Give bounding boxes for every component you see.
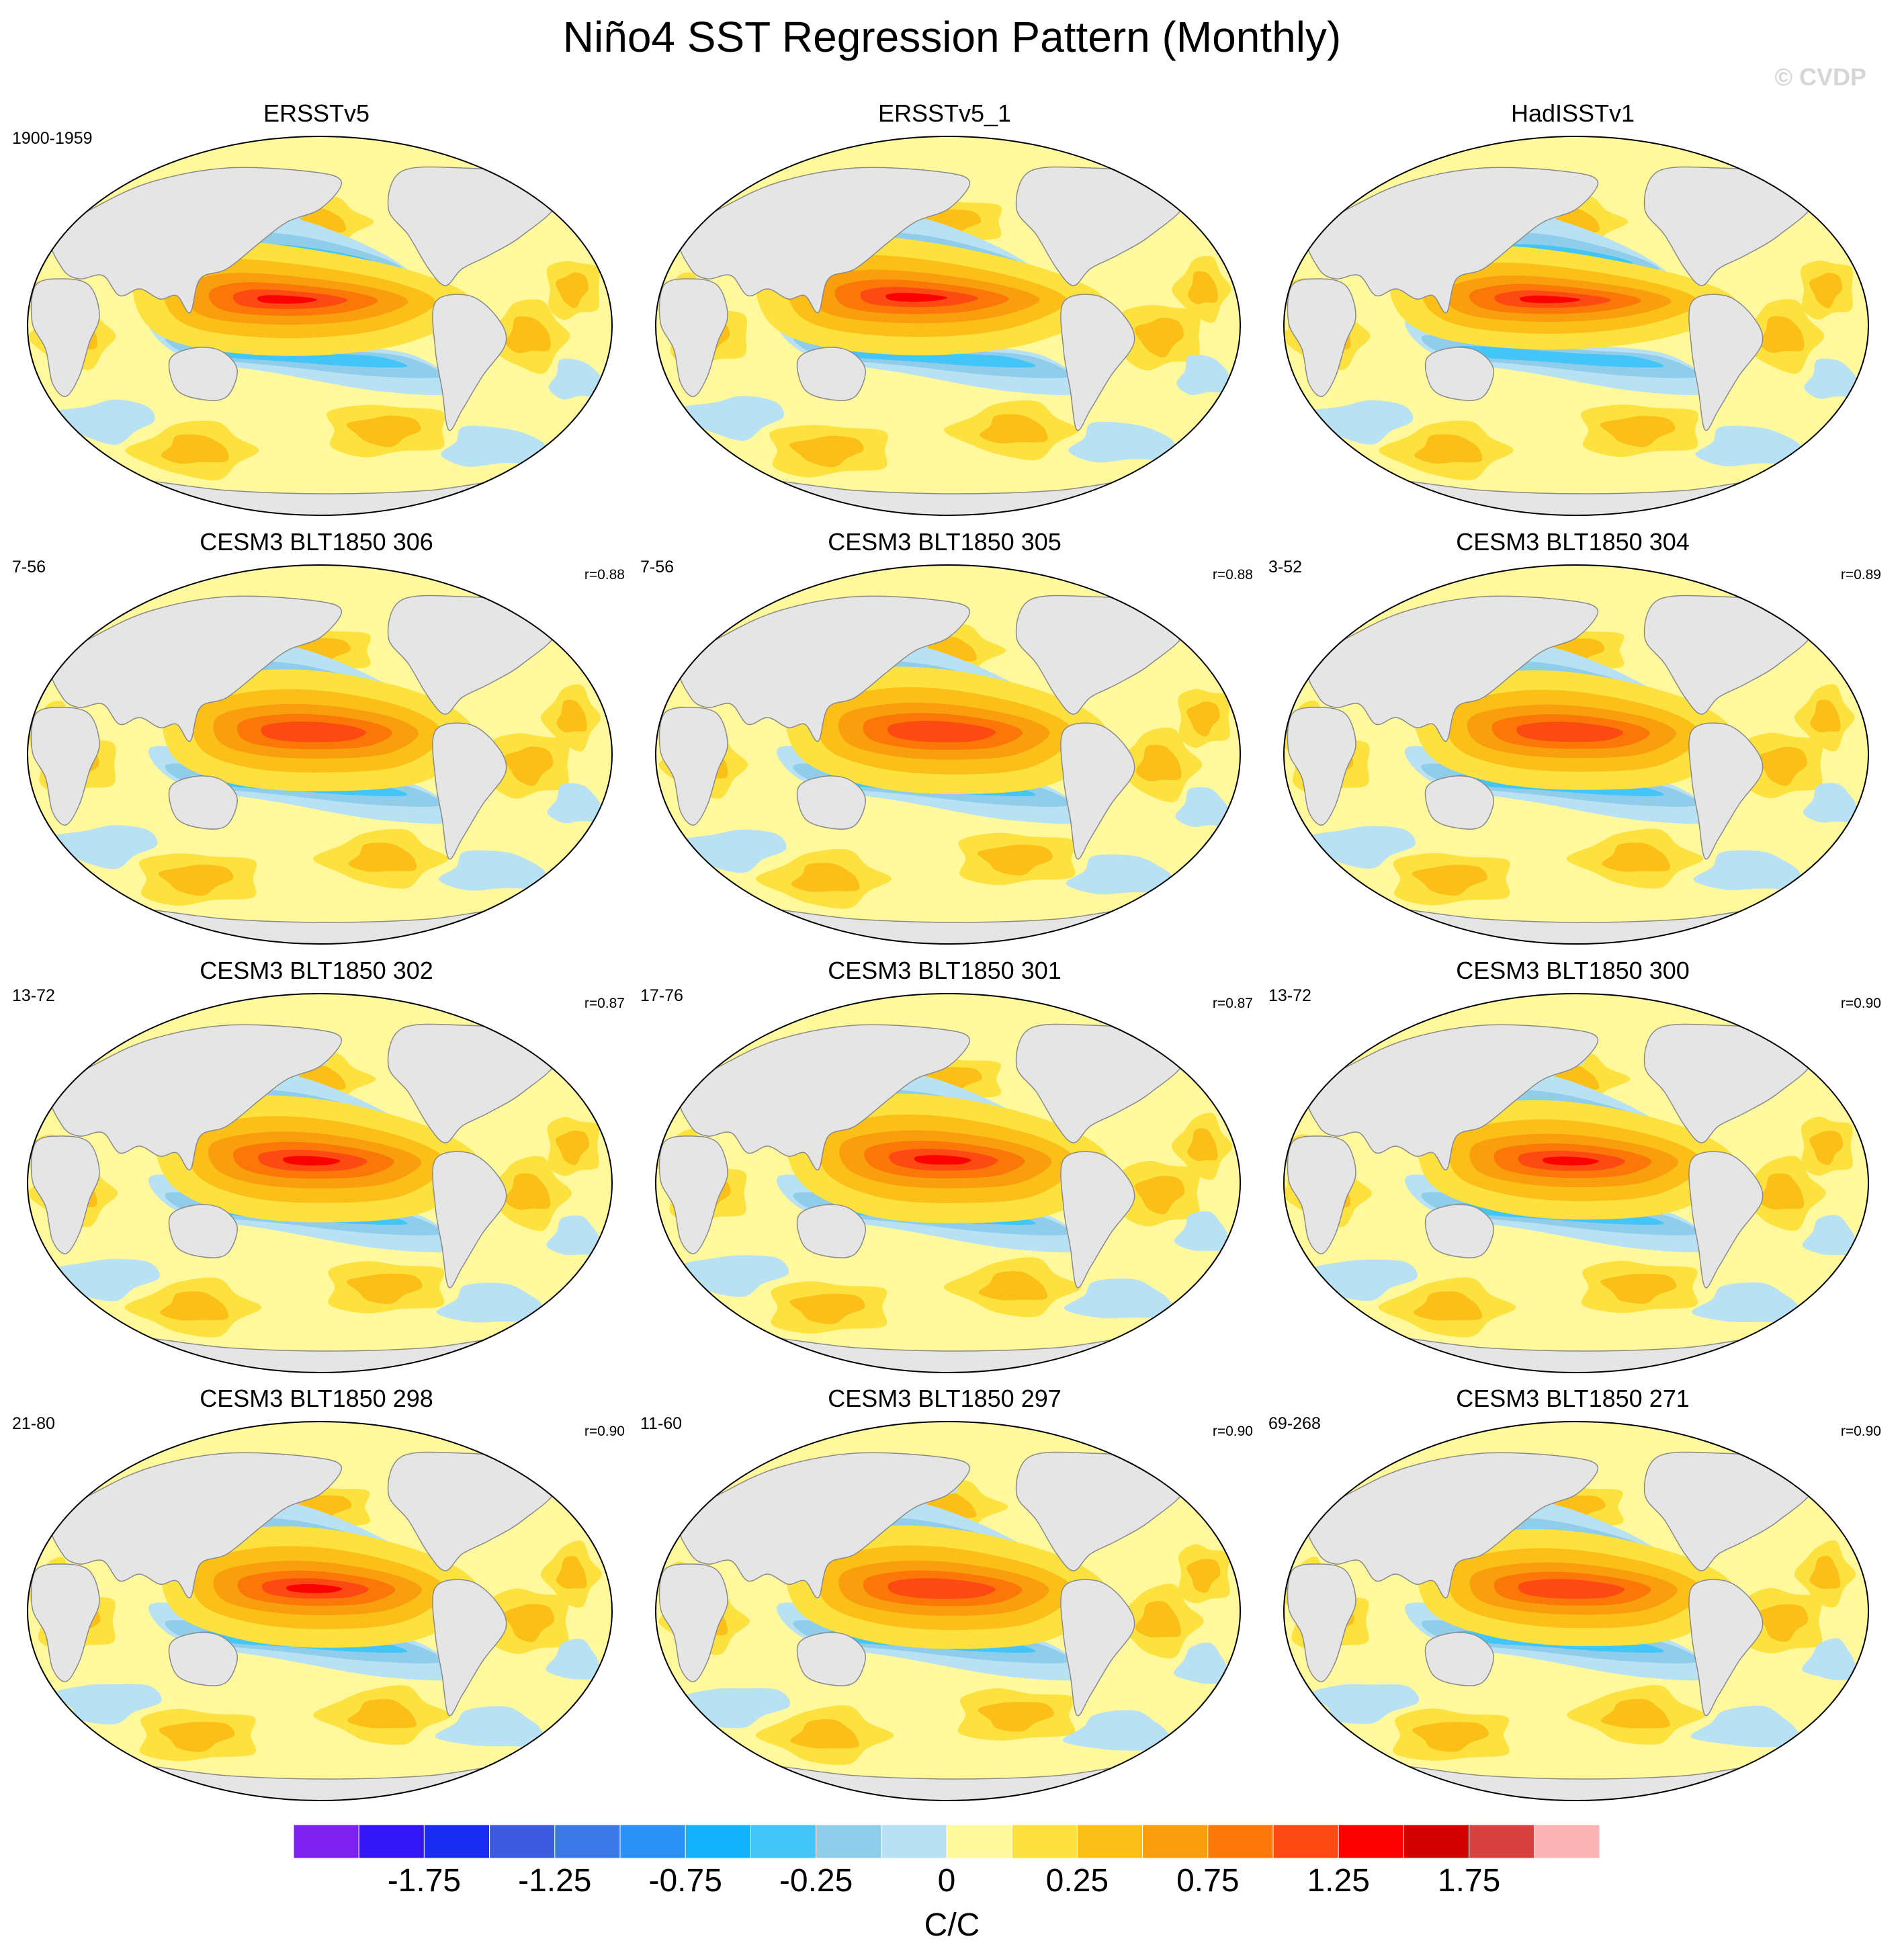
panel-pattern-correlation: r=0.87 (1212, 996, 1253, 1011)
panel-pattern-correlation: r=0.87 (584, 996, 625, 1011)
robinson-map (27, 993, 613, 1373)
robinson-map (27, 1421, 613, 1801)
colorbar-tick-label: 1.75 (1437, 1863, 1501, 1899)
colorbar-box (1207, 1825, 1274, 1858)
panel-pattern-correlation: r=0.89 (1840, 567, 1881, 582)
colorbar-box (294, 1825, 359, 1858)
map-panel: CESM3 BLT1850 305 7-56 r=0.88 (636, 528, 1253, 958)
map-panel: CESM3 BLT1850 302 13-72 r=0.87 (8, 957, 625, 1387)
panel-years: 3-52 (1268, 558, 1303, 576)
map-panel: CESM3 BLT1850 271 69-268 r=0.90 (1264, 1385, 1881, 1815)
panel-pattern-correlation: r=0.90 (584, 1424, 625, 1439)
map-panel: CESM3 BLT1850 306 7-56 r=0.88 (8, 528, 625, 958)
map-panel: CESM3 BLT1850 304 3-52 r=0.89 (1264, 528, 1881, 958)
colorbar-tick-label: 0.25 (1045, 1863, 1109, 1899)
robinson-map (655, 993, 1241, 1373)
colorbar-box (358, 1825, 425, 1858)
colorbar-tick-label: -1.75 (387, 1863, 462, 1899)
panel-title: ERSSTv5 (263, 99, 370, 127)
panel-title: CESM3 BLT1850 301 (828, 957, 1062, 984)
map-panel: CESM3 BLT1850 301 17-76 r=0.87 (636, 957, 1253, 1387)
colorbar-units: C/C (924, 1907, 980, 1943)
colorbar (294, 1825, 1600, 1858)
panel-years: 69-268 (1268, 1414, 1321, 1433)
robinson-map (1283, 564, 1869, 945)
panel-title: CESM3 BLT1850 305 (828, 528, 1062, 556)
colorbar-box (619, 1825, 686, 1858)
colorbar-box (1338, 1825, 1404, 1858)
panel-title: HadISSTv1 (1510, 99, 1635, 127)
colorbar-box (489, 1825, 556, 1858)
panel-title: CESM3 BLT1850 302 (200, 957, 433, 984)
panel-years: 7-56 (12, 558, 46, 576)
panel-years: 7-56 (640, 558, 675, 576)
figure-title: Niño4 SST Regression Pattern (Monthly) (562, 13, 1342, 61)
colorbar-tick-label: 0 (937, 1863, 956, 1899)
panel-title: CESM3 BLT1850 271 (1456, 1385, 1690, 1412)
map-panel: HadISSTv1 (1264, 99, 1881, 529)
robinson-map (27, 136, 613, 516)
robinson-map (1283, 993, 1869, 1373)
panel-title: CESM3 BLT1850 306 (200, 528, 433, 556)
robinson-map (27, 564, 613, 945)
panel-years: 13-72 (12, 986, 55, 1005)
panel-title: CESM3 BLT1850 297 (828, 1385, 1062, 1412)
colorbar-box (1469, 1825, 1535, 1858)
map-panel: CESM3 BLT1850 297 11-60 r=0.90 (636, 1385, 1253, 1815)
colorbar-box (685, 1825, 751, 1858)
colorbar-box (1142, 1825, 1209, 1858)
colorbar-box (554, 1825, 621, 1858)
panel-pattern-correlation: r=0.88 (1212, 567, 1253, 582)
colorbar-tick-label: 1.25 (1307, 1863, 1370, 1899)
robinson-map (1283, 136, 1869, 516)
colorbar-box (1076, 1825, 1143, 1858)
panel-title: CESM3 BLT1850 304 (1456, 528, 1690, 556)
map-panel: CESM3 BLT1850 298 21-80 r=0.90 (8, 1385, 625, 1815)
panel-title: CESM3 BLT1850 298 (200, 1385, 433, 1412)
panel-pattern-correlation: r=0.90 (1212, 1424, 1253, 1439)
colorbar-tick-label: 0.75 (1176, 1863, 1240, 1899)
colorbar-box (750, 1825, 817, 1858)
robinson-map (655, 564, 1241, 945)
colorbar-box (816, 1825, 882, 1858)
panel-years: 17-76 (640, 986, 683, 1005)
panel-pattern-correlation: r=0.90 (1840, 996, 1881, 1011)
panel-title: ERSSTv5_1 (877, 99, 1012, 127)
panel-years: 11-60 (640, 1414, 683, 1433)
colorbar-box (946, 1825, 1012, 1858)
colorbar-box (1534, 1825, 1600, 1858)
map-panel: CESM3 BLT1850 300 13-72 r=0.90 (1264, 957, 1881, 1387)
colorbar-box (1011, 1825, 1078, 1858)
panel-title: CESM3 BLT1850 300 (1456, 957, 1690, 984)
robinson-map (655, 1421, 1241, 1801)
panel-pattern-correlation: r=0.88 (584, 567, 625, 582)
colorbar-tick-label: -0.75 (648, 1863, 722, 1899)
robinson-map (1283, 1421, 1869, 1801)
colorbar-tick-label: -0.25 (779, 1863, 853, 1899)
map-panel: ERSSTv5_1 (636, 99, 1253, 529)
panel-pattern-correlation: r=0.90 (1840, 1424, 1881, 1439)
colorbar-box (423, 1825, 490, 1858)
panel-years: 21-80 (12, 1414, 55, 1433)
map-panel: ERSSTv5 1900-1959 (8, 99, 625, 529)
colorbar-box (881, 1825, 947, 1858)
robinson-map (655, 136, 1241, 516)
panel-years: 1900-1959 (12, 129, 93, 148)
colorbar-box (1272, 1825, 1339, 1858)
panel-years: 13-72 (1268, 986, 1311, 1005)
colorbar-tick-label: -1.25 (518, 1863, 592, 1899)
colorbar-box (1403, 1825, 1470, 1858)
copyright-watermark: © CVDP (1774, 63, 1866, 91)
